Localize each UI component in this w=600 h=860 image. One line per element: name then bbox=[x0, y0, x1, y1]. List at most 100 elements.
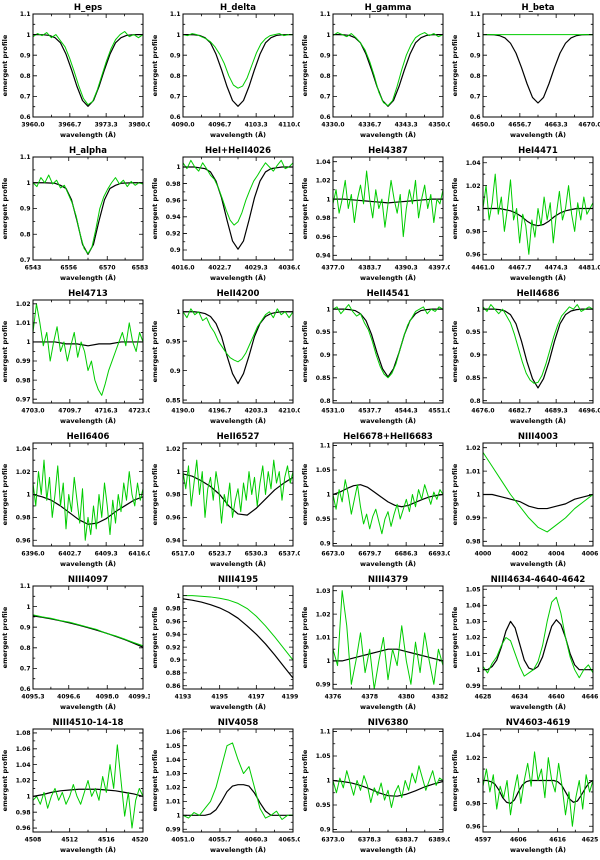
observed-line bbox=[483, 751, 593, 827]
y-tick-label: 0.6 bbox=[470, 114, 481, 121]
x-tick-label: 4512 bbox=[61, 837, 78, 844]
plot-area: H_delta 0.6 0.7 0.8 0.9 1 1.1 4090.0 4096.7 4103.… bbox=[151, 3, 300, 139]
x-tick-label: 4650.0 bbox=[471, 122, 494, 129]
model-line bbox=[483, 493, 593, 510]
y-tick-label: 1.01 bbox=[466, 651, 481, 658]
x-tick-label: 4103.3 bbox=[245, 122, 268, 129]
y-tick-label: 0.8 bbox=[320, 73, 331, 80]
plot-area: NIII4510-14-18 0.96 0.98 1 1.02 1.04 1.06 1.08 4… bbox=[1, 718, 148, 854]
plot-area: NIII4379 0.99 1 1.01 1.02 1.03 4376 4378 4380 438… bbox=[301, 575, 449, 711]
model-line bbox=[183, 598, 293, 679]
x-tick-label: 6543 bbox=[25, 265, 42, 272]
x-tick-label: 4382 bbox=[432, 694, 449, 701]
observed-line bbox=[33, 174, 143, 255]
x-tick-label: 6402.7 bbox=[58, 551, 81, 558]
x-tick-label: 4544.3 bbox=[395, 408, 418, 415]
spectral-panel-HeII6406: HeII6406 0.96 0.98 1 1.02 1.04 6396.0 6402.7 640… bbox=[0, 430, 150, 573]
axis-ticks bbox=[182, 443, 294, 546]
observed-line bbox=[333, 32, 443, 107]
axis-ticks bbox=[32, 300, 144, 403]
y-tick-label: 0.99 bbox=[466, 515, 481, 522]
panel-title: HeII4541 bbox=[367, 289, 410, 299]
y-tick-label: 0.96 bbox=[166, 515, 181, 522]
x-tick-label: 4336.7 bbox=[358, 122, 381, 129]
x-axis-label: wavelength (Å) bbox=[210, 702, 266, 711]
model-line bbox=[333, 33, 443, 107]
panel-title: HeI4471 bbox=[518, 146, 558, 156]
plot-area: HeII4686 0.8 0.85 0.9 0.95 1 4676.0 4682.7 4689.… bbox=[451, 289, 600, 425]
x-tick-label: 4676.0 bbox=[471, 408, 494, 415]
y-tick-label: 1 bbox=[326, 658, 330, 665]
y-axis-label: emergent profile bbox=[151, 320, 159, 382]
x-tick-label: 4330.0 bbox=[321, 122, 344, 129]
y-tick-label: 1.04 bbox=[466, 603, 481, 610]
spectral-panel-HeII6527: HeII6527 0.94 0.96 0.98 1 1.02 6517.0 6523.7 653… bbox=[150, 430, 300, 573]
x-axis-label: wavelength (Å) bbox=[510, 416, 566, 425]
y-tick-label: 0.9 bbox=[20, 52, 31, 59]
y-tick-label: 1.04 bbox=[466, 732, 481, 739]
panel-title: HeI+HeII4026 bbox=[205, 146, 271, 156]
plot-frame bbox=[332, 156, 444, 261]
x-tick-label: 4099.3 bbox=[128, 694, 150, 701]
x-tick-label: 4634 bbox=[511, 694, 528, 701]
plot-frame bbox=[32, 585, 144, 690]
x-tick-label: 4597 bbox=[475, 837, 492, 844]
y-tick-label: 0.94 bbox=[166, 631, 181, 638]
plot-frame bbox=[482, 13, 594, 118]
panel-title: H_alpha bbox=[69, 146, 107, 156]
y-tick-label: 1.04 bbox=[466, 160, 481, 167]
x-tick-label: 4378 bbox=[361, 694, 378, 701]
x-tick-label: 4000 bbox=[475, 551, 492, 558]
x-tick-label: 4628 bbox=[475, 694, 492, 701]
observed-line bbox=[483, 596, 593, 679]
model-line bbox=[483, 308, 593, 389]
y-tick-label: 1.04 bbox=[316, 159, 331, 166]
plot-frame bbox=[332, 13, 444, 118]
y-axis-label: emergent profile bbox=[301, 463, 309, 525]
x-tick-label: 4051.0 bbox=[171, 837, 194, 844]
y-tick-label: 1.05 bbox=[166, 743, 181, 750]
y-tick-label: 0.9 bbox=[170, 52, 181, 59]
y-tick-label: 1.1 bbox=[320, 11, 331, 18]
x-axis-label: wavelength (Å) bbox=[60, 845, 116, 854]
spectral-panel-HeI4387: HeI4387 0.94 0.96 0.98 1 1.02 1.04 4377.0 4383.7… bbox=[300, 144, 450, 287]
y-tick-label: 1 bbox=[476, 492, 480, 499]
plot-area: HeII6527 0.94 0.96 0.98 1 1.02 6517.0 6523.7 653… bbox=[151, 432, 300, 568]
y-axis-label: emergent profile bbox=[301, 177, 309, 239]
y-tick-label: 0.85 bbox=[466, 375, 481, 382]
x-tick-label: 4197 bbox=[248, 694, 265, 701]
x-tick-label: 4195 bbox=[211, 694, 228, 701]
axis-ticks bbox=[182, 586, 294, 689]
x-tick-label: 4343.3 bbox=[395, 122, 418, 129]
observed-line bbox=[333, 479, 443, 535]
model-line bbox=[33, 33, 143, 107]
plot-area: NIII4097 0.6 0.7 0.8 0.9 1 1.1 4095.3 4096.6 4098… bbox=[1, 575, 150, 711]
y-tick-label: 0.9 bbox=[320, 827, 331, 834]
plot-area: HeII4200 0.85 0.9 0.95 1 4190.0 4196.7 4203.3 42… bbox=[151, 289, 300, 425]
spectral-panel-H_delta: H_delta 0.6 0.7 0.8 0.9 1 1.1 4090.0 4096.7 4103.… bbox=[150, 1, 300, 144]
y-tick-label: 0.9 bbox=[170, 247, 181, 254]
y-tick-label: 1.02 bbox=[166, 785, 181, 792]
plot-frame bbox=[182, 728, 294, 833]
y-tick-label: 0.96 bbox=[316, 234, 331, 241]
y-tick-label: 0.8 bbox=[320, 398, 331, 405]
y-tick-label: 0.6 bbox=[320, 114, 331, 121]
x-tick-label: 4096.6 bbox=[57, 694, 80, 701]
spectral-panel-H_beta: H_beta 0.6 0.7 0.8 0.9 1 1.1 4650.0 4656.7 4663.3… bbox=[450, 1, 600, 144]
axis-ticks bbox=[482, 300, 594, 403]
x-tick-label: 4377.0 bbox=[321, 265, 344, 272]
x-axis-label: wavelength (Å) bbox=[510, 130, 566, 139]
plot-frame bbox=[482, 442, 594, 547]
axis-ticks bbox=[32, 13, 144, 118]
model-line bbox=[183, 166, 293, 250]
y-tick-label: 0.86 bbox=[166, 683, 181, 690]
spectral-panel-NIV4058: NIV4058 0.99 1 1.01 1.02 1.03 1.04 1.05 1.06 4051… bbox=[150, 716, 300, 859]
panel-title: NIV4058 bbox=[218, 718, 259, 728]
y-tick-label: 1.04 bbox=[166, 757, 181, 764]
plot-area: NIII4195 0.86 0.88 0.9 0.92 0.94 0.96 0.98 1 4193… bbox=[151, 575, 298, 711]
plot-area: NIV4058 0.99 1 1.01 1.02 1.03 1.04 1.05 1.06 4051… bbox=[151, 718, 300, 854]
x-tick-label: 4193 bbox=[175, 694, 192, 701]
y-tick-label: 1.06 bbox=[166, 729, 181, 736]
x-axis-label: wavelength (Å) bbox=[210, 130, 266, 139]
